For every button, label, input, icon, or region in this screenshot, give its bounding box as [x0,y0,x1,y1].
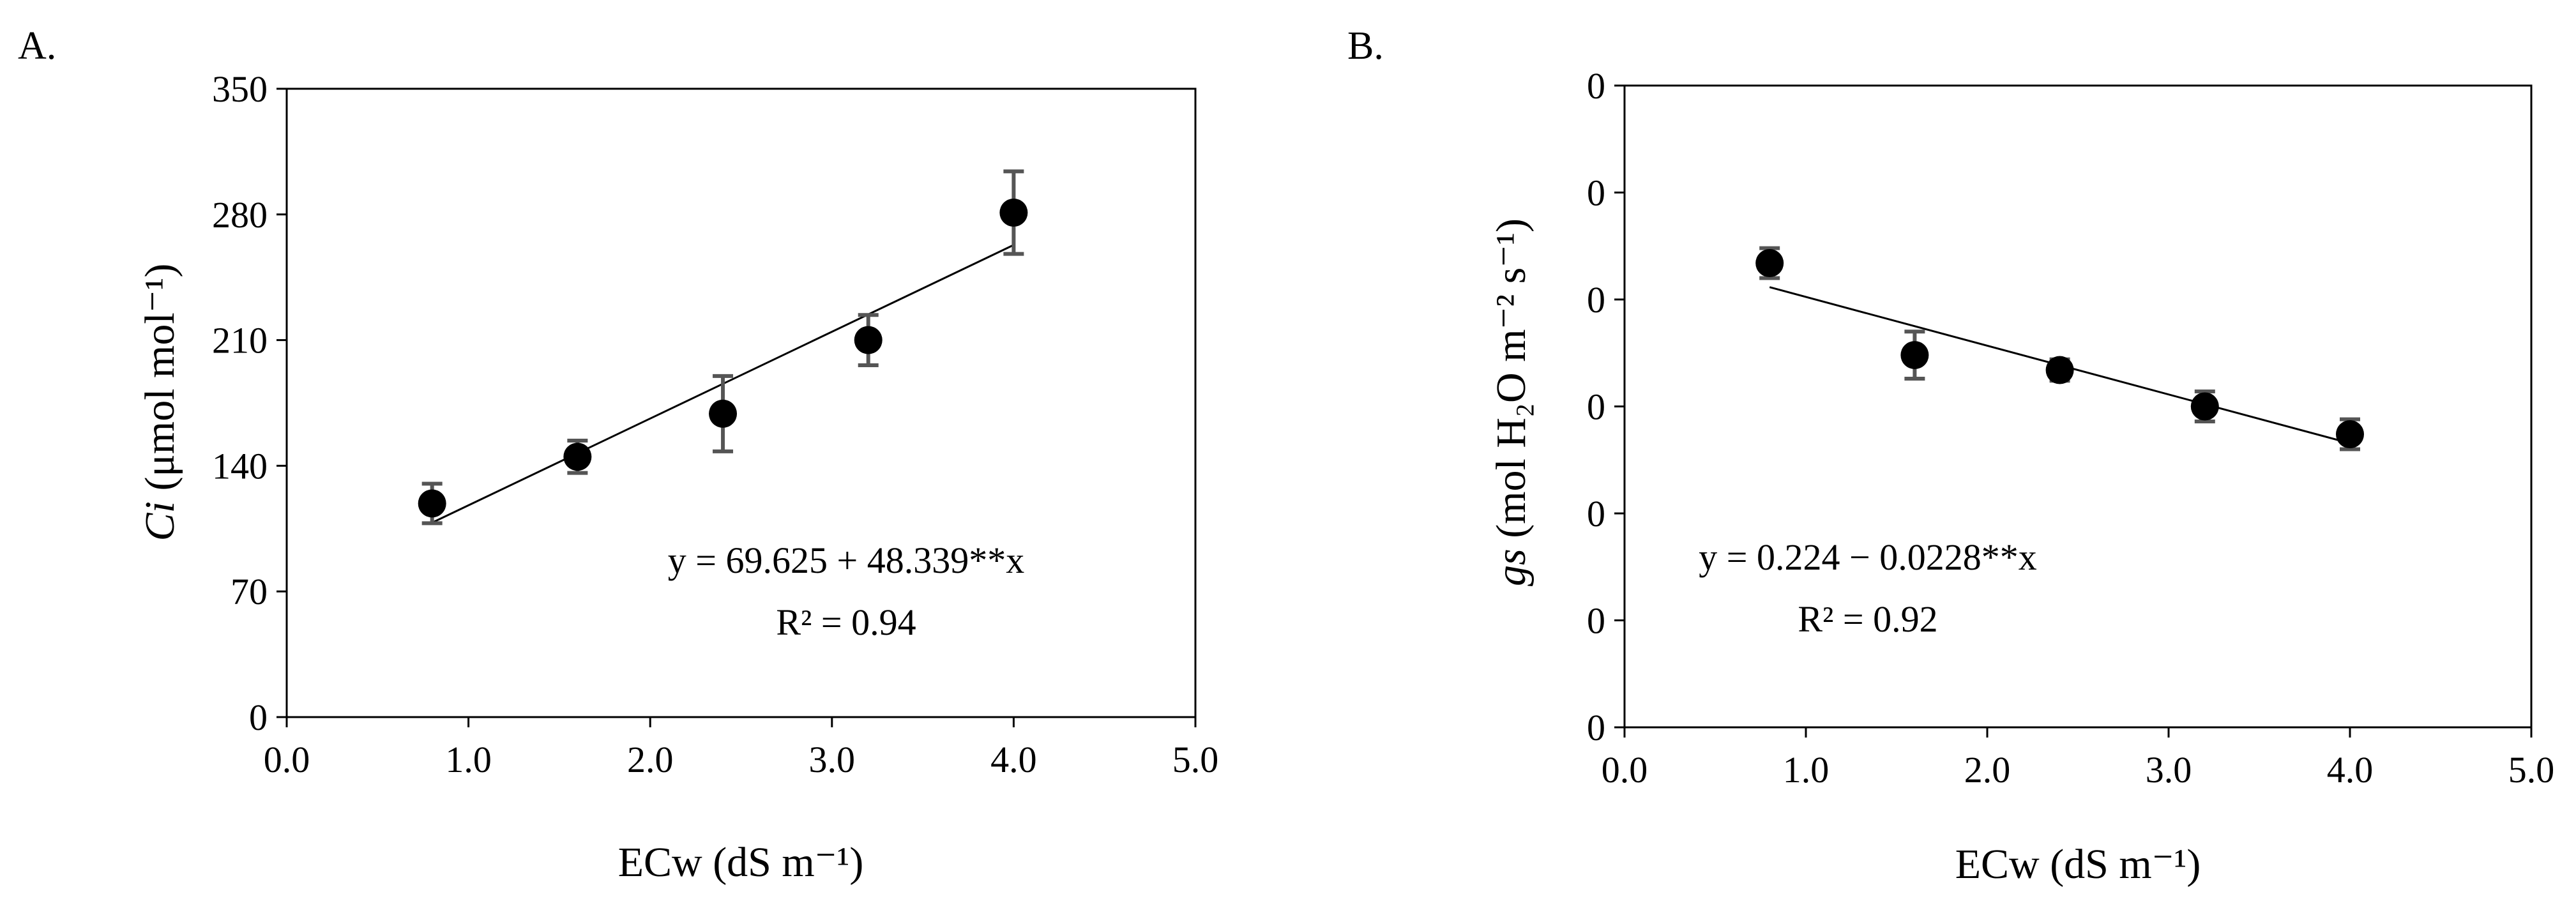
data-point [1900,341,1929,370]
panel-b-label: B. [1347,24,1384,68]
data-point [2045,356,2074,384]
panel-b-y-axis-title: gs (mol H₂O m⁻² s⁻¹) [1488,218,1534,586]
panel-a-equation: y = 69.625 + 48.339**x [668,540,1024,581]
data-point [563,443,592,471]
data-point [2190,392,2219,421]
panel-a-plot-frame [285,87,1197,718]
data-point [418,489,446,518]
x-tick-label: 1.0 [445,739,492,780]
y-tick-label: 0 [1587,65,1605,107]
panel-a-y-axis-title: Ci (μmol mol⁻¹) [137,264,183,541]
panel-b-plot-frame [1623,84,2533,729]
panel-b-y-axis-title-unit: (mol H₂O m⁻² s⁻¹) [1488,218,1534,549]
data-point [2336,420,2364,449]
panel-a-r-squared: R² = 0.94 [776,602,916,643]
panel-a-data-marks [418,169,1028,526]
x-tick-label: 3.0 [2146,749,2192,791]
y-tick-label: 70 [231,571,268,612]
x-tick-label: 0.0 [264,739,310,780]
y-tick-label: 280 [212,194,268,236]
panel-a-y-axis-title-symbol: Ci [137,501,183,541]
data-point [1755,249,1784,278]
y-tick-label: 0 [1587,493,1605,534]
panel-b-r-squared: R² = 0.92 [1798,598,1937,640]
data-point [999,198,1028,227]
y-tick-label: 210 [212,320,268,361]
data-point [854,326,883,354]
x-tick-label: 1.0 [1783,749,1830,791]
panel-b-y-ticks: 0 0 0 0 0 0 0 [1587,65,1625,748]
panel-a-y-ticks: 0 70 140 210 280 350 [212,68,287,738]
panel-b-gs-chart: B. 0.0 1.0 2.0 3.0 4.0 5.0 0 0 0 0 0 0 0 ECw (dS m⁻… [1347,24,2554,888]
panel-a-y-axis-title-unit: (μmol mol⁻¹) [137,264,183,501]
panel-b-y-axis-title-symbol: gs [1488,549,1534,586]
x-tick-label: 0.0 [1602,749,1648,791]
panel-b-x-ticks: 0.0 1.0 2.0 3.0 4.0 5.0 [1602,727,2555,791]
panel-a-x-axis-title: ECw (dS m⁻¹) [618,839,864,886]
data-point [709,399,738,428]
x-tick-label: 2.0 [1964,749,2011,791]
panel-a-ci-chart: A. 0.0 1.0 2.0 3.0 4.0 5.0 0 70 140 210 280 350 EC… [18,24,1218,886]
y-tick-label: 0 [1587,386,1605,428]
panel-b-x-axis-title: ECw (dS m⁻¹) [1955,841,2201,888]
panel-b-data-marks [1755,246,2364,451]
x-tick-label: 4.0 [2327,749,2374,791]
y-tick-label: 0 [1587,279,1605,321]
y-tick-label: 0 [1587,707,1605,748]
x-tick-label: 2.0 [627,739,674,780]
panel-b-equation: y = 0.224 − 0.0228**x [1699,536,2036,578]
y-tick-label: 0 [1587,600,1605,642]
y-tick-label: 0 [1587,172,1605,214]
y-tick-label: 350 [212,68,268,110]
panel-a-x-ticks: 0.0 1.0 2.0 3.0 4.0 5.0 [264,717,1219,780]
x-tick-label: 4.0 [990,739,1037,780]
x-tick-label: 3.0 [809,739,856,780]
panel-a-label: A. [18,24,56,68]
x-tick-label: 5.0 [2508,749,2555,791]
y-tick-label: 0 [249,697,268,738]
y-tick-label: 140 [212,445,268,487]
x-tick-label: 5.0 [1172,739,1219,780]
